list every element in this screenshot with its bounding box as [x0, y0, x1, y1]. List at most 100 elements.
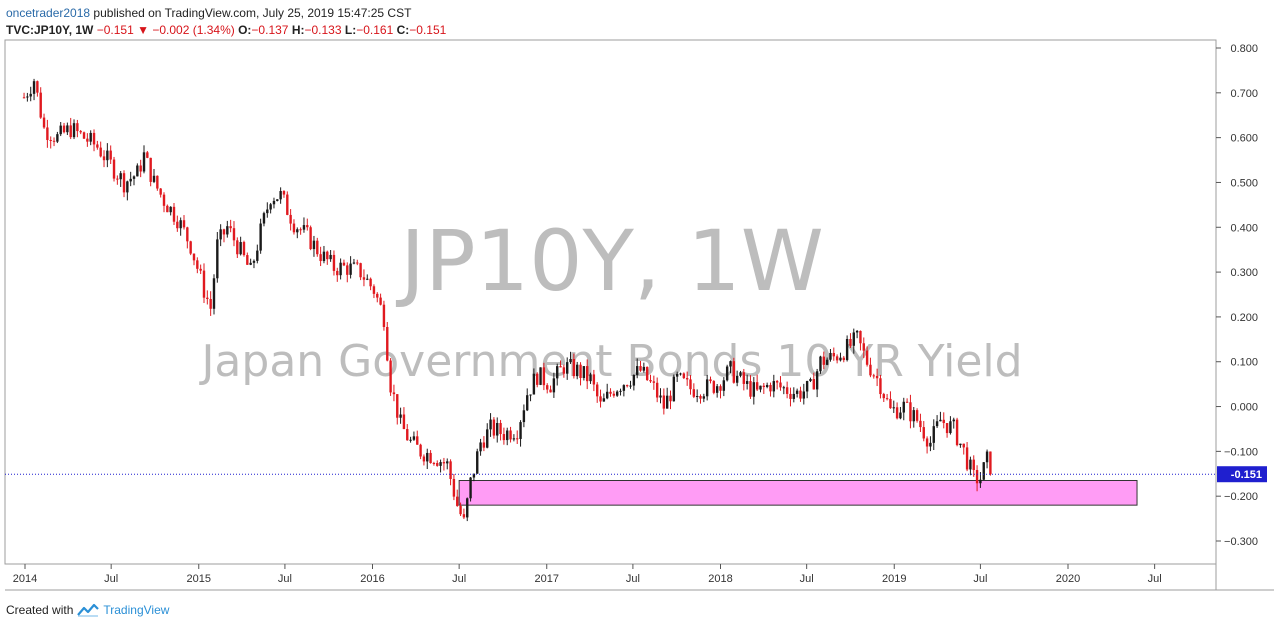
candle-body: [526, 395, 529, 411]
candle-body: [989, 451, 992, 475]
candle-body: [592, 374, 596, 385]
high-label: H:: [291, 23, 305, 37]
candle-body: [419, 444, 422, 457]
candle-body: [699, 396, 702, 399]
candle-body: [122, 173, 126, 193]
candle-body: [795, 390, 799, 394]
price-badge-text: -0.151: [1231, 469, 1262, 481]
candle-body: [326, 251, 329, 260]
candle-body: [212, 278, 216, 309]
candle-body: [785, 387, 789, 394]
candle-body: [116, 178, 119, 180]
candle-body: [232, 228, 236, 241]
candle-body: [349, 263, 352, 275]
candle-body: [279, 191, 282, 200]
candle-body: [366, 278, 369, 280]
candle-body: [915, 410, 919, 421]
candle-body: [266, 209, 269, 214]
y-tick-label: −0.100: [1224, 446, 1258, 458]
x-tick-label: Jul: [1148, 573, 1162, 585]
candle-body: [782, 387, 786, 389]
candle-body: [369, 278, 372, 287]
symbol-label: TVC:JP10Y, 1W: [6, 23, 94, 37]
candle-body: [639, 366, 642, 371]
x-tick-label: 2014: [13, 573, 37, 585]
candle-body: [56, 134, 59, 142]
open-value: −0.137: [251, 23, 289, 37]
candle-body: [346, 265, 349, 275]
y-tick-label: 0.200: [1230, 312, 1258, 324]
candle-body: [236, 240, 239, 255]
price-chart[interactable]: JP10Y, 1W Japan Government Bonds 10 YR Y…: [0, 0, 1274, 600]
candle-body: [32, 81, 36, 94]
last-price: −0.151: [96, 23, 134, 37]
candle-body: [559, 366, 562, 368]
candle-body: [522, 410, 526, 423]
candle-body: [732, 361, 736, 383]
candle-body: [919, 420, 922, 428]
candle-body: [802, 391, 805, 399]
candle-body: [296, 229, 299, 233]
candle-body: [842, 357, 845, 361]
candle-body: [822, 356, 825, 365]
candle-body: [759, 385, 762, 390]
candle-body: [359, 263, 362, 278]
candle-body: [352, 262, 356, 264]
candle-body: [859, 330, 862, 344]
y-tick-label: −0.200: [1224, 491, 1258, 503]
candle-body: [679, 373, 682, 375]
candle-body: [289, 214, 292, 224]
candle-body: [879, 378, 882, 395]
candle-body: [809, 379, 812, 382]
candle-body: [376, 293, 379, 298]
candle-body: [466, 498, 469, 518]
candle-body: [52, 140, 56, 142]
close-label: C:: [396, 23, 410, 37]
y-tick-label: 0.700: [1230, 88, 1258, 100]
candle-body: [499, 423, 502, 435]
candle-body: [569, 359, 572, 363]
candle-body: [655, 382, 659, 398]
y-tick-label: 0.600: [1230, 133, 1258, 145]
candle-body: [332, 254, 336, 271]
candle-body: [925, 438, 929, 447]
candle-body: [635, 366, 639, 375]
candle-body: [669, 395, 672, 402]
candle-body: [772, 381, 776, 392]
candle-body: [939, 419, 942, 422]
support-zone-group: [458, 479, 1138, 506]
candle-body: [889, 398, 892, 409]
candle-body: [426, 452, 429, 462]
candle-body: [239, 242, 242, 255]
candle-body: [329, 254, 332, 260]
candle-body: [192, 253, 196, 261]
candle-body: [705, 379, 709, 397]
candle-body: [172, 206, 176, 222]
author-link[interactable]: oncetrader2018: [6, 6, 91, 20]
candle-body: [22, 97, 26, 99]
candle-body: [199, 268, 202, 271]
candle-body: [536, 373, 539, 385]
candle-body: [662, 395, 666, 409]
candle-body: [179, 220, 182, 229]
candle-body: [96, 144, 99, 148]
tradingview-brand[interactable]: TradingView: [103, 603, 170, 617]
candle-body: [452, 478, 456, 497]
candle-body: [905, 401, 909, 403]
candle-body: [129, 178, 132, 182]
candle-body: [975, 470, 979, 484]
candle-body: [82, 132, 86, 139]
candle-body: [486, 429, 489, 448]
time-axis: 2014 Jul 2015 Jul 2016 Jul 2017 Jul 2018 Jul 2019 J…: [13, 564, 1162, 585]
x-tick-label: 2018: [708, 573, 732, 585]
candle-body: [219, 229, 222, 240]
candle-body: [649, 379, 652, 382]
candle-body: [152, 175, 156, 182]
candle-body: [615, 391, 619, 396]
price-badge-group: -0.151: [1217, 466, 1267, 483]
candles-group: [22, 78, 992, 522]
candle-body: [319, 254, 322, 262]
candle-body: [136, 165, 139, 177]
candle-body: [92, 132, 96, 145]
candle-body: [242, 242, 246, 256]
